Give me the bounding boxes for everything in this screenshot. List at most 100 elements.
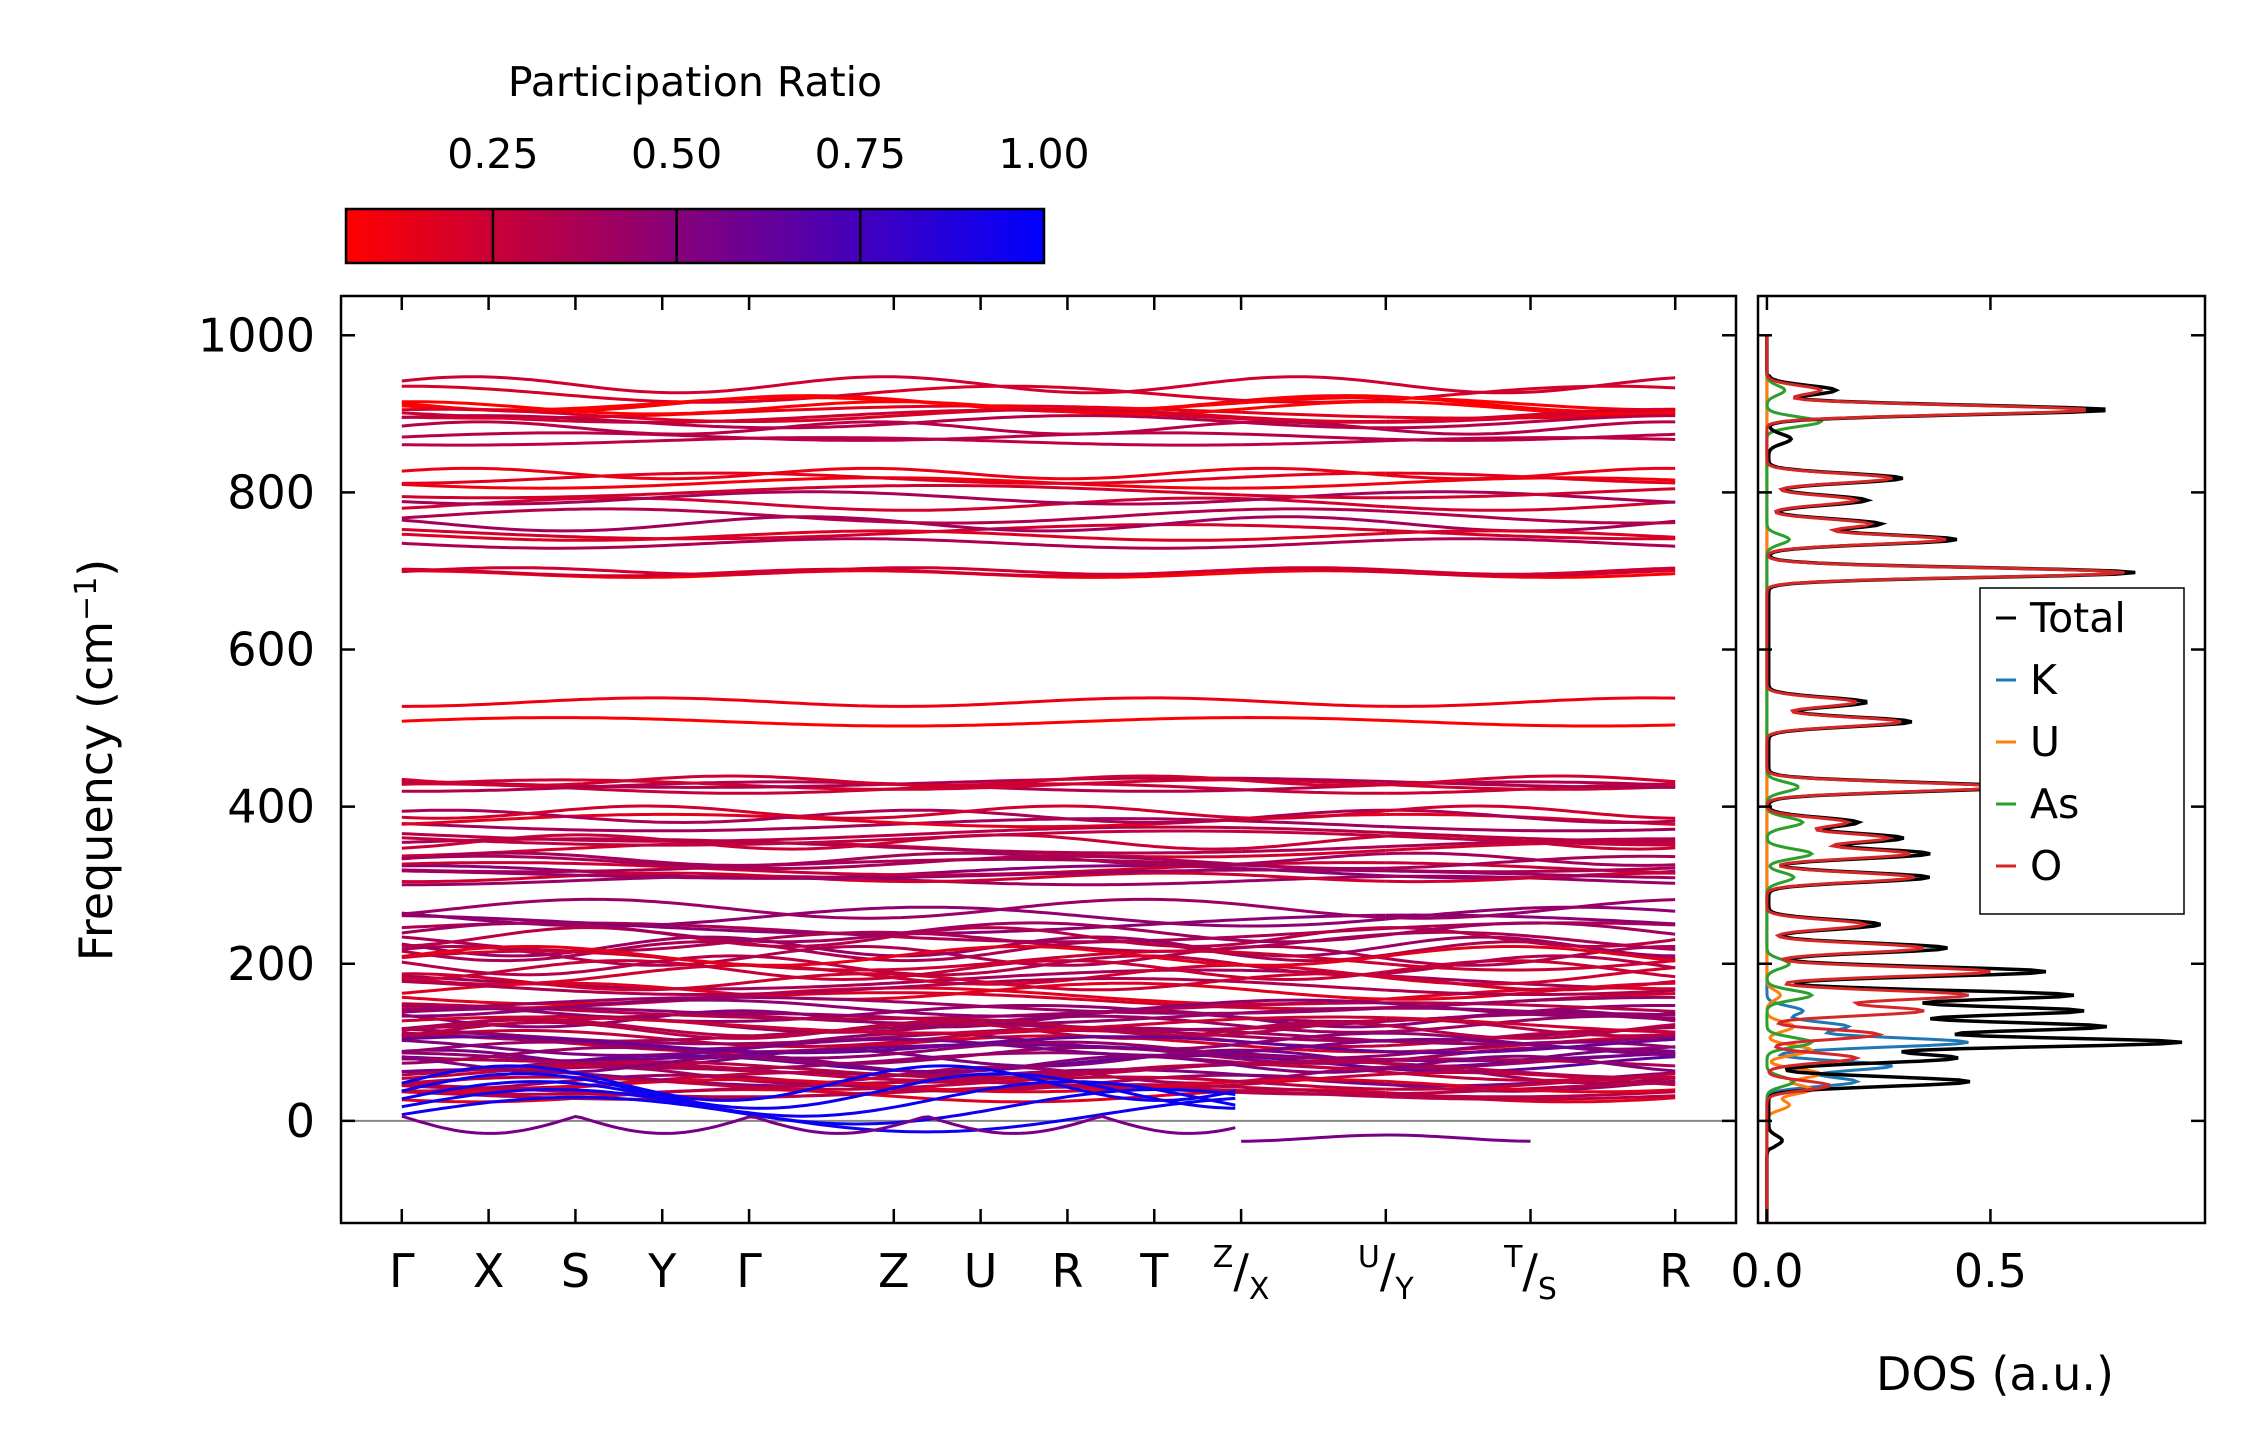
phonon-band	[1530, 915, 1676, 926]
legend-label: O	[2030, 842, 2062, 890]
phonon-band	[1530, 487, 1676, 497]
phonon-band	[1241, 420, 1386, 430]
dos-frame	[1756, 294, 2207, 1225]
phonon-band	[401, 466, 1242, 481]
phonon-band	[401, 959, 1242, 982]
phonon-band	[1530, 1090, 1676, 1099]
phonon-band	[401, 384, 1242, 404]
phonon-band	[401, 414, 1242, 430]
phonon-band	[1530, 905, 1676, 913]
phonon-band	[1241, 515, 1386, 524]
phonon-band	[1241, 466, 1386, 477]
phonon-band	[1241, 566, 1386, 572]
phonon-band	[1530, 871, 1676, 880]
phonon-band	[1385, 493, 1531, 500]
phonon-band	[1530, 1054, 1676, 1073]
phonon-band	[1530, 420, 1676, 433]
phonon-band	[401, 1075, 1242, 1091]
phonon-band	[401, 496, 1242, 512]
dos-panel: 0.0 0.5 DOS (a.u.) Total KU As O	[1730, 294, 2207, 1401]
phonon-band	[1530, 572, 1676, 579]
phonon-band	[1385, 505, 1531, 512]
phonon-band	[1385, 1037, 1531, 1046]
phonon-band	[1530, 966, 1676, 985]
phonon-band	[1241, 439, 1386, 447]
colorbar-gradient	[344, 207, 1046, 265]
phonon-band	[1530, 407, 1676, 417]
phonon-band	[1385, 537, 1531, 542]
phonon-band	[1530, 995, 1676, 1003]
phonon-band	[1385, 400, 1531, 412]
phonon-band	[1385, 913, 1531, 919]
phonon-band	[1241, 998, 1386, 1005]
phonon-band	[1241, 848, 1386, 858]
phonon-band	[401, 529, 1242, 542]
phonon-band	[401, 780, 1242, 793]
phonon-band	[1530, 535, 1676, 541]
phonon-band	[1530, 414, 1676, 424]
phonon-band	[1385, 1001, 1531, 1016]
legend-label: U	[2030, 718, 2060, 766]
phonon-band	[401, 774, 1242, 787]
phonon-band	[401, 1037, 1242, 1057]
phonon-band	[1385, 804, 1531, 813]
frequency-axis: 0 200 400 600 800 1000	[198, 308, 1736, 1148]
phonon-band	[1385, 874, 1531, 880]
phonon-band	[1530, 934, 1676, 951]
phonon-band	[1385, 700, 1531, 708]
phonon-band	[401, 868, 1242, 880]
phonon-band	[1240, 1018, 1386, 1036]
dos-curves	[1765, 335, 2183, 1223]
phonon-band	[401, 940, 1242, 963]
phonon-band	[1385, 437, 1531, 442]
phonon-band	[1241, 1015, 1386, 1021]
legend-box	[1979, 587, 2185, 915]
phonon-band	[1530, 921, 1676, 936]
phonon-band	[401, 825, 1242, 843]
k-point-label: X	[473, 1244, 505, 1298]
phonon-band	[1385, 1016, 1531, 1027]
k-label-sup: U	[1358, 1240, 1380, 1275]
k-point-label: U/Y	[1358, 1240, 1414, 1307]
phonon-band	[1385, 988, 1531, 996]
phonon-band	[401, 1060, 1242, 1080]
y-tick-label: 0	[286, 1094, 315, 1148]
phonon-band	[1241, 819, 1386, 829]
phonon-band	[1385, 962, 1531, 972]
phonon-band	[1240, 987, 1386, 1001]
phonon-band	[1385, 935, 1531, 949]
legend-label: K	[2030, 656, 2058, 704]
phonon-band	[401, 945, 1242, 967]
phonon-band	[1241, 1057, 1386, 1066]
phonon-band	[401, 977, 1242, 996]
phonon-band	[1530, 1023, 1676, 1034]
k-point-label: Y	[647, 1244, 677, 1298]
dos-x-tick-label: 0.0	[1730, 1244, 1803, 1298]
phonon-band	[1240, 396, 1386, 405]
phonon-band	[1530, 827, 1676, 833]
phonon-band	[1241, 873, 1386, 883]
phonon-band	[1241, 826, 1386, 835]
phonon-band	[1530, 837, 1676, 843]
y-tick-label: 1000	[198, 308, 315, 362]
phonon-band	[401, 566, 1242, 576]
phonon-band	[401, 375, 1242, 395]
phonon-band	[401, 716, 1242, 728]
phonon-band	[1530, 1075, 1676, 1087]
phonon-band	[1385, 974, 1531, 991]
dos-legend: Total KU As O	[1979, 587, 2185, 915]
phonon-band	[1530, 1094, 1676, 1101]
phonon-band	[1530, 866, 1676, 873]
k-label-slash: /	[1522, 1244, 1538, 1298]
phonon-band	[1241, 834, 1386, 850]
phonon-band	[1385, 1083, 1531, 1091]
phonon-band	[401, 972, 1242, 992]
phonon-band	[1530, 854, 1676, 862]
colorbar-tick-label: 1.00	[998, 130, 1089, 178]
phonon-band	[401, 995, 1242, 1015]
phonon-band	[1240, 400, 1386, 411]
legend-label: As	[2030, 780, 2079, 828]
phonon-band	[1241, 951, 1386, 966]
phonon-band	[1240, 972, 1386, 981]
phonon-band	[1240, 1040, 1386, 1054]
